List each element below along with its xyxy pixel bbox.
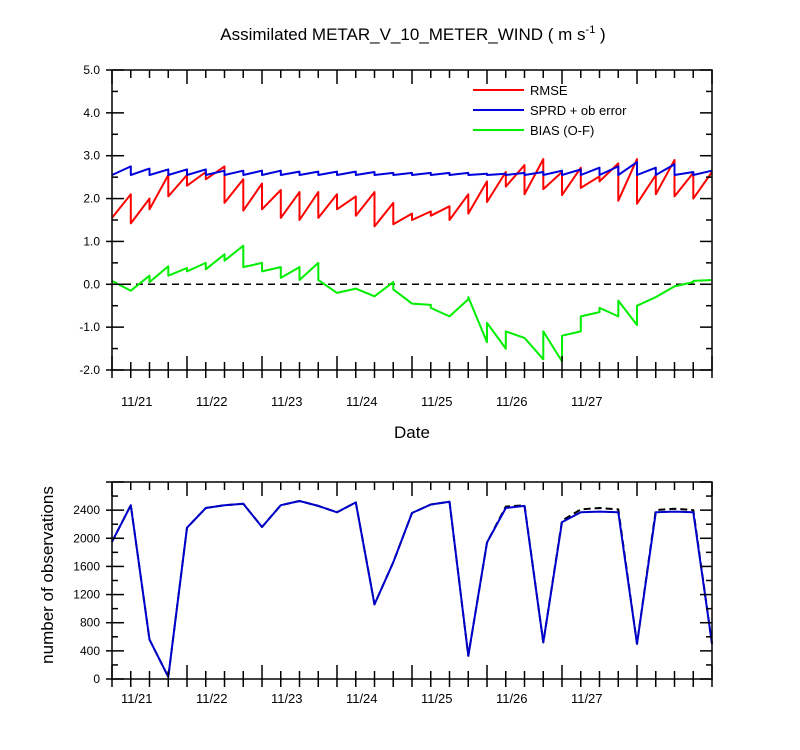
x-tick-label: 11/21	[121, 394, 153, 409]
top-series-lines	[111, 158, 713, 363]
y-tick-label: 1600	[73, 559, 100, 573]
top-panel: 11/21 11/22 11/23 11/24 11/25 11/26 11/27 -2.0…	[79, 63, 713, 409]
y-tick-label: -2.0	[79, 363, 100, 377]
x-tick-label: 11/24	[346, 691, 378, 706]
x-tick-label: 11/26	[496, 691, 528, 706]
y-tick-label: 3.0	[83, 149, 100, 163]
bottom-y-tick-labels: 0 400 800 1200 1600 2000 2400	[73, 503, 100, 686]
legend-label-rmse: RMSE	[530, 83, 568, 98]
x-tick-label: 11/22	[196, 691, 228, 706]
x-tick-label: 11/23	[271, 691, 303, 706]
y-tick-label: 400	[80, 644, 100, 658]
x-axis-title: Date	[394, 423, 430, 442]
bottom-series-lines	[111, 500, 713, 678]
y-tick-label: 2400	[73, 503, 100, 517]
chart-title-superscript: -1	[586, 24, 596, 36]
y-tick-label: 5.0	[83, 63, 100, 77]
bottom-x-tick-labels: 11/21 11/22 11/23 11/24 11/25 11/26 11/27	[121, 691, 603, 706]
y-tick-label: 1.0	[83, 234, 100, 248]
top-ticks	[106, 69, 713, 378]
legend-label-sprd-ob-error: SPRD + ob error	[530, 103, 627, 118]
observations-dashed-line	[111, 500, 713, 678]
legend: RMSE SPRD + ob error BIAS (O-F)	[473, 83, 627, 138]
bottom-panel: 11/21 11/22 11/23 11/24 11/25 11/26 11/27 0 400…	[73, 481, 713, 706]
top-x-tick-labels: 11/21 11/22 11/23 11/24 11/25 11/26 11/27	[121, 394, 603, 409]
bottom-ticks	[106, 481, 713, 687]
x-tick-label: 11/27	[571, 394, 603, 409]
observations-solid-line	[111, 500, 713, 678]
y-tick-label: 0.0	[83, 277, 100, 291]
x-tick-label: 11/26	[496, 394, 528, 409]
top-y-tick-labels: -2.0 -1.0 0.0 1.0 2.0 3.0 4.0 5.0	[79, 63, 100, 377]
y-tick-label: 2000	[73, 531, 100, 545]
x-tick-label: 11/24	[346, 394, 378, 409]
x-tick-label: 11/25	[421, 691, 453, 706]
y-tick-label: -1.0	[79, 320, 100, 334]
y-tick-label: 800	[80, 616, 100, 630]
x-tick-label: 11/25	[421, 394, 453, 409]
chart-title-close: )	[595, 25, 605, 44]
chart-title: Assimilated METAR_V_10_METER_WIND ( m s-…	[220, 24, 605, 44]
series-line-sprd-ob-error	[111, 161, 713, 176]
y-tick-label: 2.0	[83, 192, 100, 206]
legend-label-bias-o-f: BIAS (O-F)	[530, 123, 594, 138]
x-tick-label: 11/27	[571, 691, 603, 706]
series-line-rmse	[111, 158, 713, 228]
y-axis-title-bottom: number of observations	[38, 486, 57, 664]
y-tick-label: 0	[93, 672, 100, 686]
y-tick-label: 4.0	[83, 106, 100, 120]
x-tick-label: 11/21	[121, 691, 153, 706]
x-tick-label: 11/22	[196, 394, 228, 409]
series-line-bias-o-f	[111, 244, 713, 363]
x-tick-label: 11/23	[271, 394, 303, 409]
y-tick-label: 1200	[73, 588, 100, 602]
